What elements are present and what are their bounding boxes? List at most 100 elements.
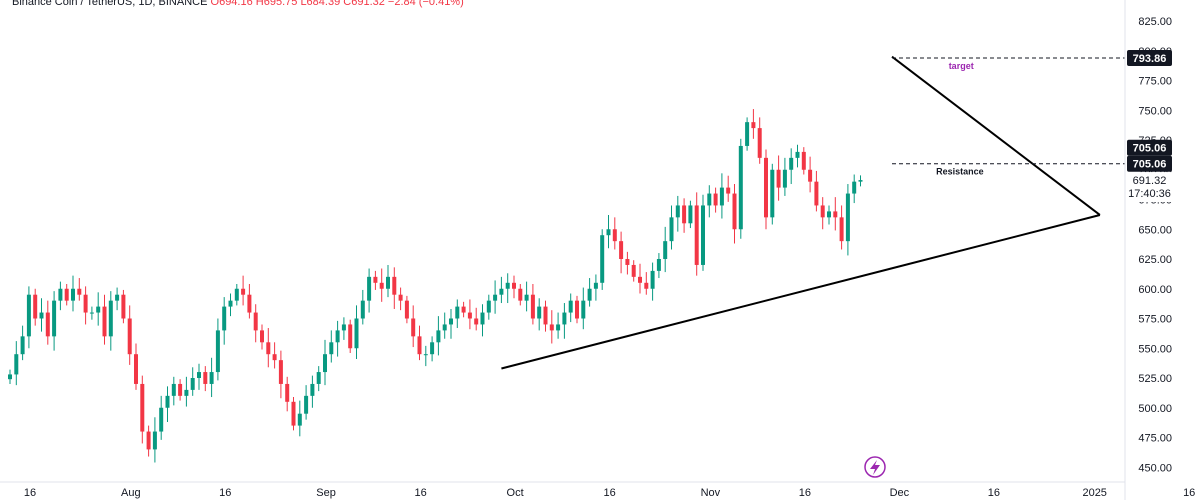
candle-body (247, 294, 252, 313)
candle-body (178, 383, 183, 396)
candle-body (341, 324, 346, 331)
price-tick-label: 475.00 (1138, 433, 1172, 445)
candle-body (89, 312, 94, 314)
candle-body (39, 312, 44, 319)
candle-body (291, 401, 296, 426)
candle-body (581, 300, 586, 319)
price-tick-label: 525.00 (1138, 373, 1172, 385)
candle-body (373, 276, 378, 283)
candle-body (549, 324, 554, 331)
candle-body (411, 318, 416, 337)
candle-body (134, 354, 138, 384)
candle-body (467, 312, 472, 319)
candle-body (404, 300, 409, 319)
candle-body (575, 300, 579, 319)
candle-body (209, 372, 214, 384)
time-axis[interactable]: 16Aug16Sep16Oct16Nov16Dec16202516Feb (0, 481, 1200, 499)
symbol-header: Binance Coin / TetherUS, 1D, BINANCE O69… (12, 0, 464, 8)
candle-body (512, 282, 516, 289)
ohlc-high: H695.75 (255, 0, 298, 8)
annotation-layer: target Resistance (501, 55, 1125, 370)
candle-body (71, 288, 75, 301)
candle-body (354, 318, 359, 349)
candle-body (814, 181, 819, 206)
candle-body (474, 318, 479, 325)
candle-body (493, 294, 498, 301)
candle-body (663, 241, 668, 259)
time-tick-label: 16 (24, 487, 36, 499)
trendline-support (501, 214, 1101, 370)
price-tick-label: 775.00 (1138, 76, 1172, 88)
candle-body (682, 205, 687, 224)
candle-body (127, 318, 132, 355)
lightning-bolt-icon[interactable] (864, 456, 886, 478)
candle-body (323, 354, 327, 373)
ohlc-low: L684.39 (300, 0, 341, 8)
ohlc-close: C691.32 (343, 0, 385, 8)
candle-body (820, 205, 825, 218)
candle-body (96, 306, 101, 313)
time-tick-label: Sep (316, 487, 336, 499)
countdown-label: 17:40:36 (1128, 188, 1171, 200)
candle-body (764, 157, 768, 218)
candle-body (701, 205, 705, 265)
candles-layer (8, 109, 863, 463)
time-tick-label: 16 (1183, 487, 1195, 499)
candle-body (606, 229, 611, 236)
target-label: target (949, 61, 974, 71)
candle-body (379, 282, 384, 289)
candle-body (738, 145, 743, 230)
candle-body (14, 354, 19, 375)
candle-body (795, 151, 800, 158)
candle-body (619, 241, 624, 259)
candle-body (524, 294, 529, 301)
price-tick-label: 500.00 (1138, 403, 1172, 415)
price-tick-label: 575.00 (1138, 314, 1172, 326)
candle-body (518, 288, 523, 301)
candle-body (58, 288, 63, 301)
candle-body (770, 169, 775, 218)
trendline-resistance-descending (891, 55, 1101, 216)
candle-body (108, 300, 113, 337)
candle-body (165, 395, 170, 408)
candle-body (197, 372, 201, 378)
flash-icon-bolt[interactable] (870, 460, 880, 475)
candle-body (52, 300, 57, 337)
candle-body (285, 383, 290, 402)
price-axis[interactable]: 825.00800.00775.00750.00725.00700.00675.… (1124, 0, 1172, 500)
candle-body (260, 330, 264, 343)
candle-body (310, 383, 315, 396)
overlay-layer (864, 456, 886, 478)
price-tick-label: 650.00 (1138, 224, 1172, 236)
candle-body (688, 205, 693, 224)
candle-body (140, 383, 145, 432)
candle-body (115, 294, 120, 301)
time-tick-label: 16 (414, 487, 426, 499)
candle-body (272, 354, 277, 361)
candle-body (669, 217, 674, 242)
time-tick-label: Aug (121, 487, 141, 499)
candle-body (562, 312, 567, 325)
candle-body (593, 282, 598, 289)
candle-body (808, 169, 813, 182)
candle-body (33, 294, 38, 319)
candle-body (398, 294, 403, 301)
candle-body (222, 306, 227, 331)
candle-body (852, 181, 857, 194)
candle-body (367, 276, 372, 301)
candle-body (171, 383, 176, 396)
candle-body (568, 300, 573, 313)
price-tick-label: 600.00 (1138, 284, 1172, 296)
time-tick-label: 16 (219, 487, 231, 499)
candle-body (234, 288, 239, 301)
candle-body (537, 306, 542, 319)
candle-body (782, 169, 787, 188)
candle-body (789, 157, 794, 170)
candle-body (845, 193, 850, 242)
candle-body (776, 169, 781, 188)
candle-body (253, 312, 258, 331)
ohlc-open: O694.16 (210, 0, 253, 8)
candle-body (102, 306, 107, 337)
candle-body (417, 336, 422, 355)
